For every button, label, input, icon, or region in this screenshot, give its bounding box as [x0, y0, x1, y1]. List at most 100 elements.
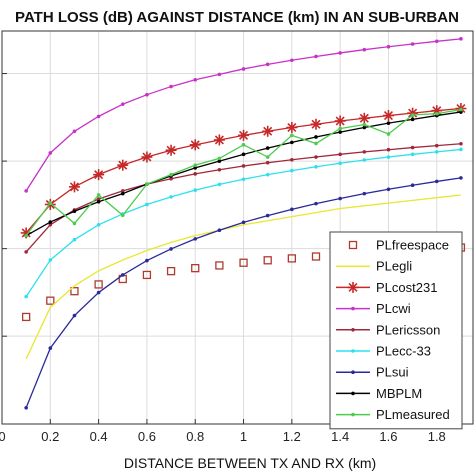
data-point-plecc-33 — [24, 294, 28, 299]
data-point-plcost231 — [358, 112, 370, 124]
data-point-plecc-33 — [338, 161, 342, 166]
data-point-plcwi — [217, 72, 222, 77]
data-point-plcwi — [72, 129, 77, 134]
data-point-plsui — [290, 207, 294, 212]
data-point-plcwi — [24, 189, 28, 193]
data-point-plericsson — [217, 167, 222, 172]
data-point-plecc-33 — [96, 222, 101, 227]
data-point-plcost231 — [68, 181, 80, 193]
data-point-plecc-33 — [459, 147, 463, 152]
data-point-plmeasured — [145, 182, 149, 186]
data-point-plcwi — [169, 84, 173, 89]
data-point-mbplm — [193, 166, 198, 170]
data-point-plecc-33 — [410, 152, 415, 157]
legend-marker-plsui — [351, 370, 355, 375]
data-point-plcwi — [241, 67, 246, 71]
data-point-plfreespace — [263, 256, 272, 265]
data-point-plcwi — [48, 151, 53, 155]
data-point-plsui — [362, 191, 367, 196]
series-line-plegli — [25, 194, 461, 360]
data-point-plsui — [72, 313, 77, 318]
data-point-plericsson — [386, 147, 391, 152]
x-tick-label: 1.4 — [331, 429, 349, 444]
x-tick-label: 0.2 — [41, 429, 59, 444]
data-point-plcost231 — [117, 159, 129, 171]
data-point-mbplm — [72, 209, 77, 214]
data-point-plfreespace — [215, 261, 224, 270]
data-point-mbplm — [48, 220, 53, 224]
data-point-mbplm — [362, 125, 367, 130]
series-plcwi — [24, 37, 463, 193]
data-point-mbplm — [338, 130, 342, 134]
data-point-plsui — [386, 187, 391, 192]
data-point-plcost231 — [93, 169, 105, 181]
data-point-plsui — [265, 213, 270, 218]
data-point-plericsson — [48, 222, 53, 227]
data-point-plcost231 — [141, 151, 153, 163]
data-point-plecc-33 — [72, 237, 77, 242]
x-tick-label: 0 — [0, 429, 6, 444]
data-point-plcwi — [314, 54, 318, 59]
x-tick-label: 1 — [240, 429, 247, 444]
data-point-plecc-33 — [434, 150, 439, 154]
data-point-plecc-33 — [386, 155, 391, 159]
x-axis-label: DISTANCE BETWEEN TX AND RX (km) — [124, 455, 376, 471]
data-point-plmeasured — [290, 133, 294, 138]
legend-marker-plericsson — [351, 328, 355, 332]
data-point-mbplm — [120, 191, 125, 196]
data-point-plsui — [120, 273, 125, 277]
legend-marker-plcwi — [351, 306, 355, 311]
legend-label-plcost231: PLcost231 — [376, 280, 437, 295]
plot-frame — [1, 30, 474, 425]
data-point-plsui — [193, 237, 198, 241]
x-tick-label: 1.6 — [379, 429, 397, 444]
data-point-plericsson — [193, 172, 198, 176]
data-point-plericsson — [120, 189, 125, 193]
legend-label-plericsson: PLericsson — [376, 322, 440, 337]
data-point-plecc-33 — [314, 164, 318, 169]
series-plegli — [25, 194, 461, 360]
data-point-plecc-33 — [290, 168, 294, 173]
data-point-plcost231 — [262, 125, 274, 137]
data-point-plfreespace — [142, 270, 152, 280]
data-point-plmeasured — [410, 113, 415, 117]
data-point-plcost231 — [334, 115, 346, 127]
data-point-plericsson — [410, 145, 415, 150]
data-point-plsui — [459, 176, 463, 180]
legend-label-plsui: PLsui — [376, 365, 409, 380]
data-point-plmeasured — [120, 213, 125, 218]
data-point-plfreespace — [22, 312, 31, 322]
data-point-plcost231 — [286, 121, 298, 133]
data-point-plcwi — [386, 44, 391, 49]
data-point-plcwi — [120, 102, 125, 106]
data-point-plfreespace — [287, 254, 296, 263]
legend-marker-plecc-33 — [351, 349, 355, 353]
data-point-plfreespace — [311, 252, 321, 261]
legend-label-plfreespace: PLfreespace — [376, 238, 449, 253]
data-point-plericsson — [434, 143, 439, 148]
data-point-plcost231 — [310, 118, 322, 130]
data-point-plericsson — [169, 176, 173, 181]
data-point-plfreespace — [239, 258, 248, 267]
data-point-plmeasured — [314, 141, 318, 146]
data-point-plcwi — [434, 39, 439, 44]
legend-label-mbplm: MBPLM — [376, 386, 422, 401]
data-point-plecc-33 — [169, 195, 173, 199]
series-plsui — [24, 176, 463, 410]
data-point-plmeasured — [362, 122, 367, 127]
x-tick-label: 1.2 — [283, 429, 301, 444]
data-point-mbplm — [241, 152, 246, 157]
data-point-plericsson — [314, 155, 318, 159]
data-point-plmeasured — [24, 233, 28, 238]
data-point-plcwi — [459, 37, 463, 41]
x-tick-label: 0.4 — [90, 429, 108, 444]
data-point-plcost231 — [189, 139, 201, 151]
data-point-plcost231 — [407, 107, 419, 119]
data-point-plsui — [314, 201, 318, 206]
data-point-plmeasured — [386, 132, 391, 136]
data-point-plmeasured — [265, 155, 270, 159]
data-point-plsui — [145, 258, 149, 263]
data-point-plsui — [96, 290, 101, 295]
data-point-plecc-33 — [241, 177, 246, 182]
data-point-plfreespace — [94, 280, 103, 289]
